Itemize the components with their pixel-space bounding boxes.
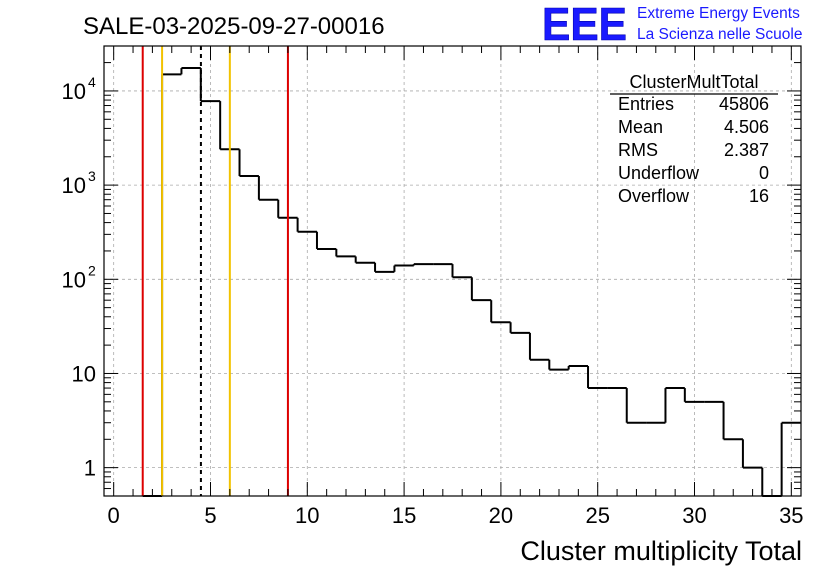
- stats-box: ClusterMultTotal Entries 45806 Mean 4.506 RM…: [610, 72, 778, 206]
- x-tick-label: 35: [779, 503, 803, 528]
- grid-lines: [104, 46, 801, 496]
- x-tick-labels: 0 5 10 15 20 25 30 35: [108, 503, 804, 528]
- stats-rows: Entries 45806 Mean 4.506 RMS 2.387 Underflow 0 O…: [618, 94, 769, 206]
- stats-value: 45806: [719, 94, 769, 114]
- y-tick-exponent: 4: [88, 74, 96, 90]
- stats-label: Underflow: [618, 163, 700, 183]
- x-tick-label: 15: [392, 503, 416, 528]
- y-tick-label: 10: [62, 267, 86, 292]
- x-tick-label: 30: [682, 503, 706, 528]
- stats-label: Overflow: [618, 186, 690, 206]
- eee-logo-text: EEE: [542, 0, 627, 50]
- cut-lines: [141, 46, 289, 496]
- y-tick-label: 10: [62, 173, 86, 198]
- stats-value: 0: [759, 163, 769, 183]
- y-tick-exponent: 3: [88, 168, 96, 184]
- x-tick-label: 20: [489, 503, 513, 528]
- x-tick-label: 0: [108, 503, 120, 528]
- eee-logo-line1: Extreme Energy Events: [637, 5, 800, 22]
- eee-logo-line2: La Scienza nelle Scuole: [637, 26, 802, 43]
- y-tick-exponent: 2: [88, 262, 96, 278]
- y-tick-label: 10: [62, 79, 86, 104]
- stats-value: 2.387: [724, 140, 769, 160]
- stats-label: RMS: [618, 140, 658, 160]
- stats-value: 4.506: [724, 117, 769, 137]
- x-axis-title: Cluster multiplicity Total: [520, 536, 802, 566]
- x-tick-label: 25: [585, 503, 609, 528]
- axis-ticks: [104, 45, 801, 497]
- stats-label: Entries: [618, 94, 674, 114]
- stats-value: 16: [749, 186, 769, 206]
- eee-logo: EEE Extreme Energy Events La Scienza nel…: [542, 0, 803, 50]
- stats-title: ClusterMultTotal: [629, 72, 758, 92]
- y-tick-label: 1: [84, 456, 96, 481]
- x-tick-label: 5: [204, 503, 216, 528]
- plot-frame: [103, 45, 802, 497]
- x-tick-label: 10: [295, 503, 319, 528]
- run-title: SALE-03-2025-09-27-00016: [83, 13, 385, 40]
- y-tick-label: 10: [72, 361, 96, 386]
- stats-label: Mean: [618, 117, 663, 137]
